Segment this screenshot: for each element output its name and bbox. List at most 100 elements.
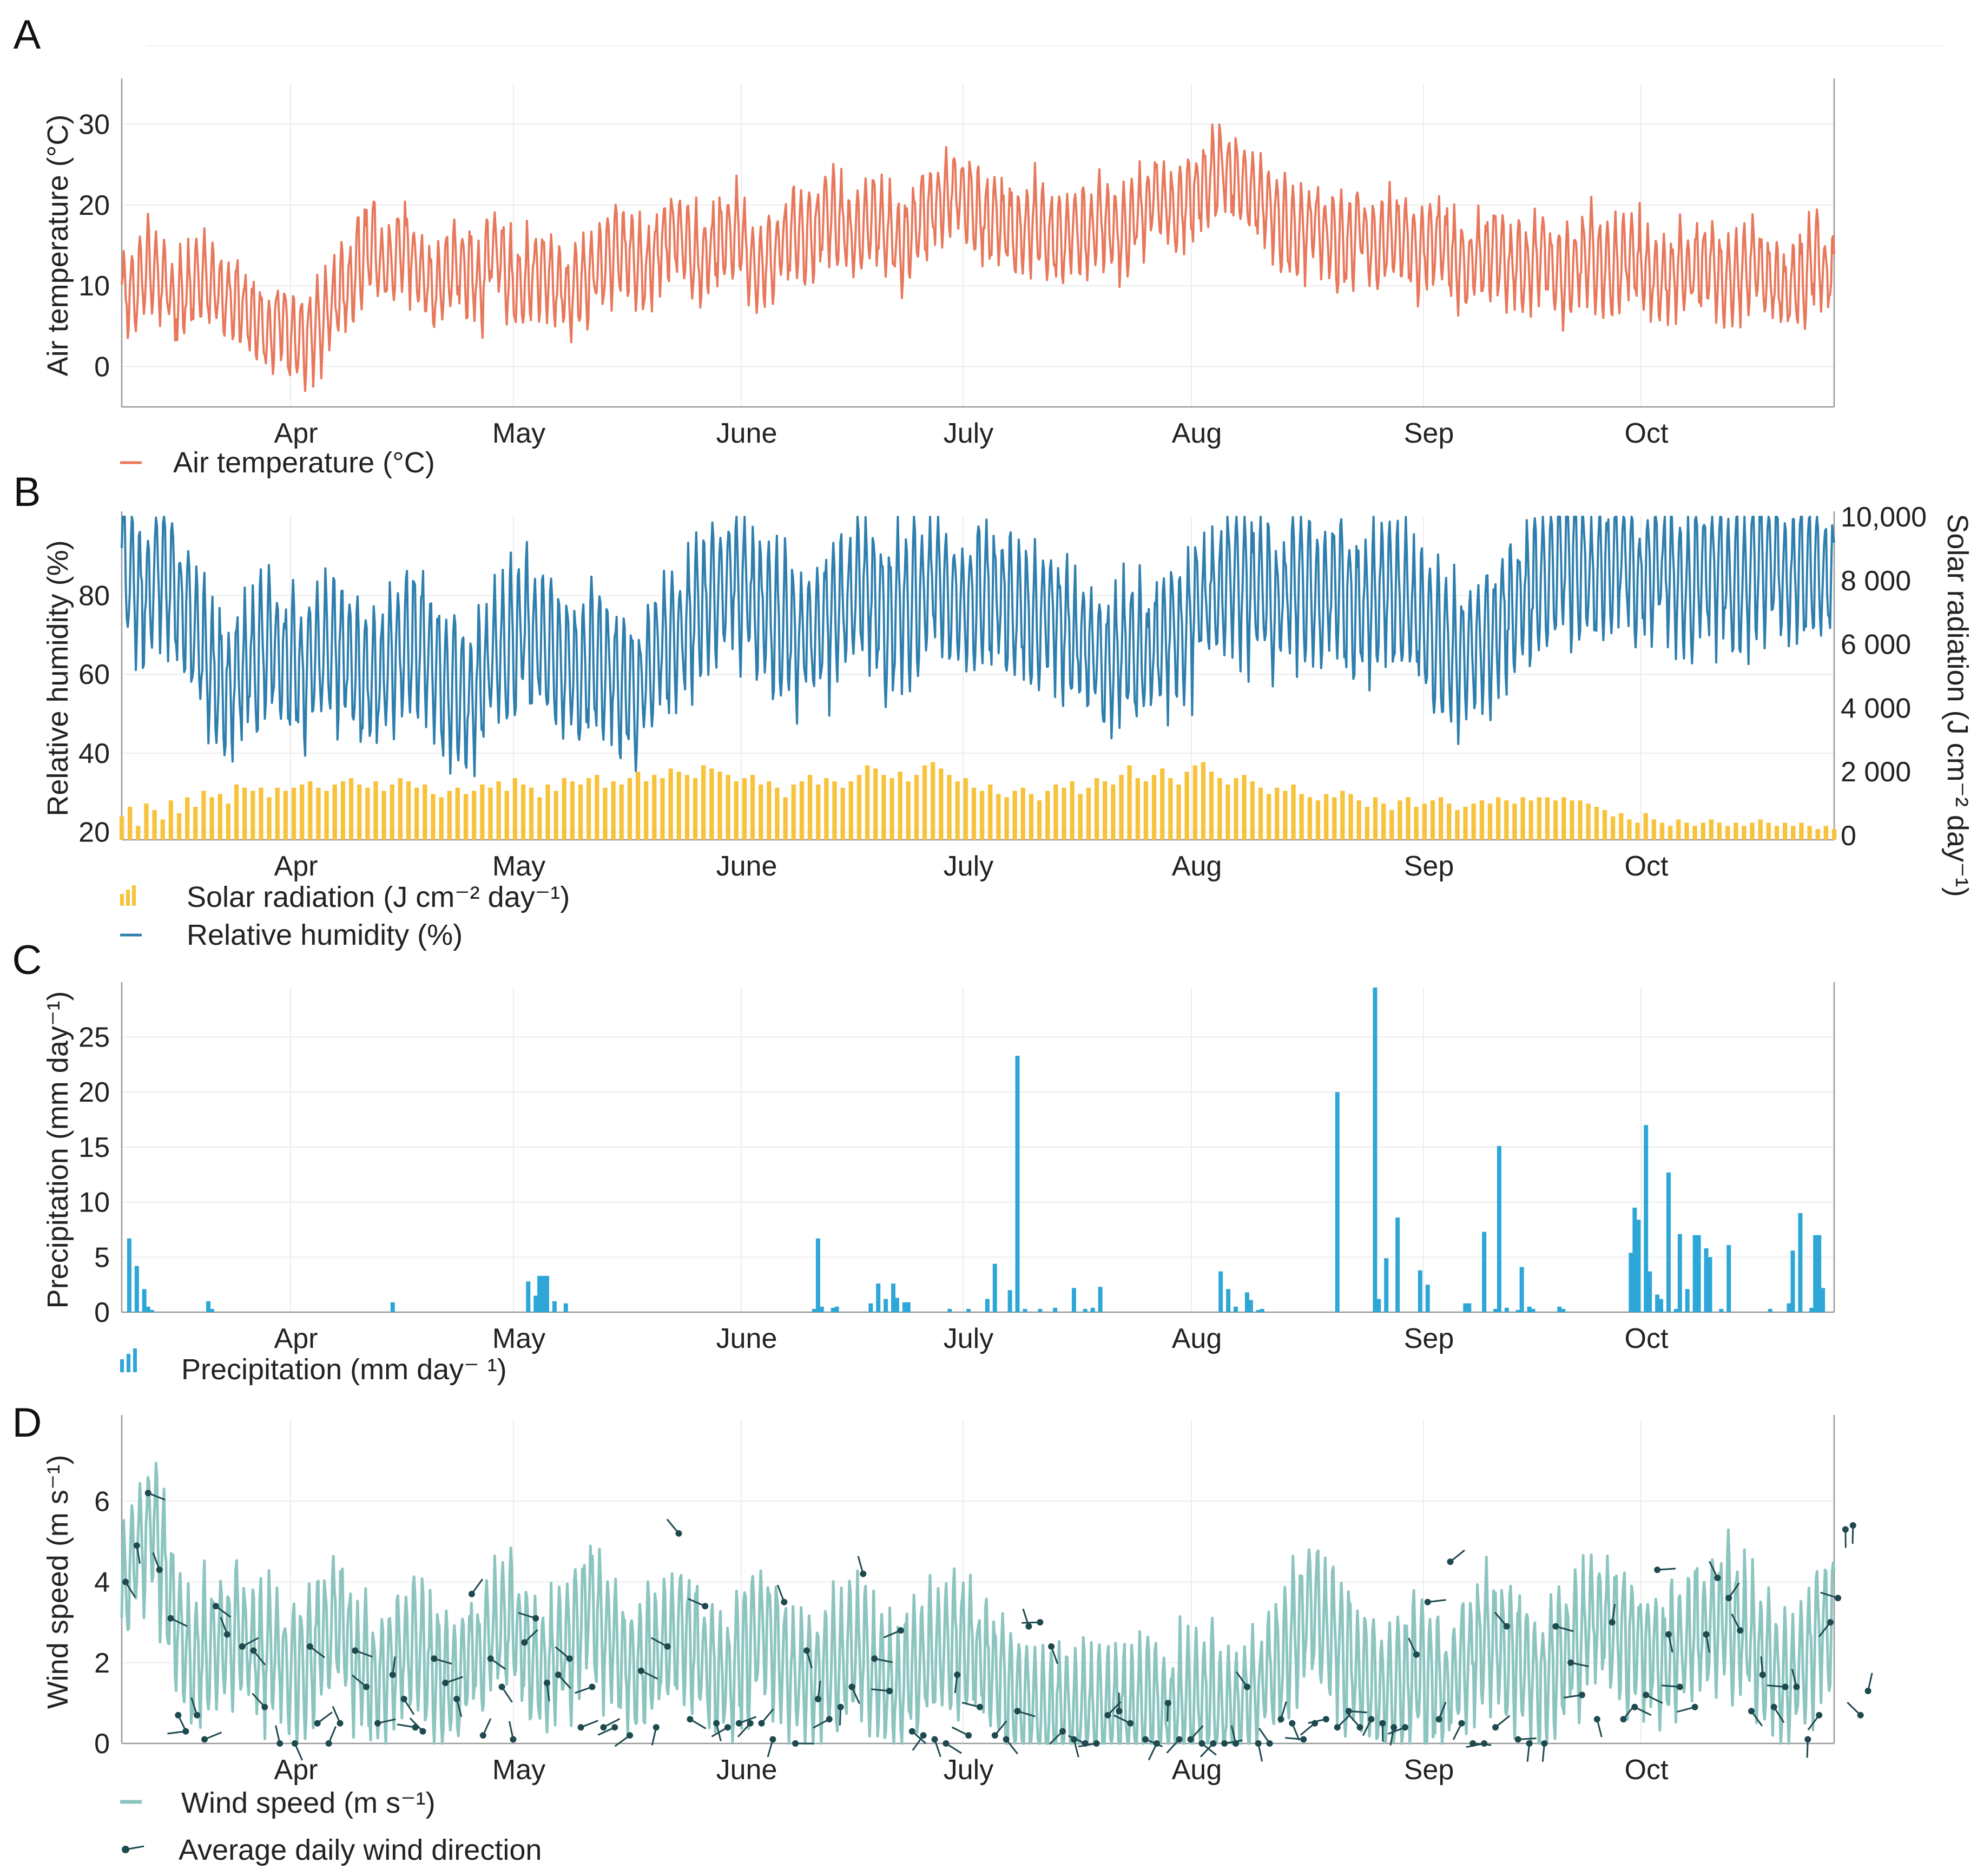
wind-direction-point bbox=[637, 1667, 644, 1674]
x-tick-label: Oct bbox=[1625, 1754, 1669, 1786]
y-tick-label: 30 bbox=[78, 109, 110, 141]
solar-bar bbox=[201, 791, 206, 840]
wind-direction-point bbox=[1198, 1740, 1205, 1747]
x-tick-label: July bbox=[944, 418, 993, 449]
solar-bar bbox=[512, 778, 517, 840]
wind-direction-point bbox=[1827, 1619, 1834, 1626]
wind-direction-point bbox=[1782, 1683, 1789, 1690]
precipitation-bar bbox=[1335, 1092, 1340, 1312]
wind-direction-point bbox=[897, 1627, 904, 1634]
solar-bar bbox=[1447, 804, 1452, 840]
precipitation-bar bbox=[1467, 1303, 1472, 1312]
solar-bar bbox=[1053, 784, 1058, 840]
precipitation-bar bbox=[891, 1283, 895, 1312]
wind-direction-point bbox=[1849, 1522, 1856, 1529]
wind-direction-point bbox=[374, 1720, 381, 1727]
wind-direction-point bbox=[860, 1570, 867, 1577]
solar-bar bbox=[701, 765, 706, 840]
solar-bar bbox=[1332, 797, 1337, 840]
x-tick-label: Oct bbox=[1625, 418, 1669, 449]
wind-direction-point bbox=[1643, 1691, 1650, 1699]
wind-direction-point bbox=[1003, 1736, 1010, 1743]
solar-bar bbox=[1651, 819, 1656, 840]
precipitation-bar bbox=[1260, 1308, 1264, 1312]
wind-direction-point bbox=[1435, 1716, 1442, 1723]
solar-bar bbox=[226, 804, 230, 840]
wind-direction-point bbox=[479, 1732, 486, 1739]
y-tick-label: 0 bbox=[94, 1728, 110, 1760]
solar-bar bbox=[939, 768, 944, 840]
solar-bar bbox=[1217, 778, 1222, 840]
precipitation-bar bbox=[1692, 1235, 1697, 1312]
x-tick-label: Oct bbox=[1625, 851, 1669, 882]
solar-bar bbox=[1831, 829, 1837, 840]
solar-bar bbox=[1602, 809, 1607, 840]
wind-direction-point bbox=[781, 1598, 788, 1605]
wind-direction-point bbox=[1703, 1631, 1710, 1638]
solar-bar bbox=[856, 775, 862, 840]
wind-direction-point bbox=[261, 1703, 268, 1710]
wind-direction-point bbox=[521, 1639, 528, 1646]
precipitation-bar bbox=[209, 1308, 214, 1312]
wind-direction-point bbox=[352, 1647, 359, 1654]
solar-bar bbox=[848, 781, 853, 840]
precipitation-bar bbox=[1719, 1308, 1724, 1312]
precipitation-bar bbox=[1531, 1308, 1536, 1312]
wind-direction-point bbox=[306, 1643, 313, 1650]
wind-direction-point bbox=[908, 1728, 915, 1735]
solar-bar bbox=[300, 784, 305, 840]
solar-bar bbox=[1381, 804, 1386, 840]
solar-bar bbox=[144, 804, 149, 840]
y-right-tick-label: 6 000 bbox=[1841, 629, 1911, 661]
wind-direction-point bbox=[1492, 1724, 1499, 1731]
wind-direction-point bbox=[1322, 1716, 1329, 1723]
x-tick-label: Aug bbox=[1172, 1323, 1222, 1354]
precipitation-bar bbox=[1629, 1253, 1633, 1312]
solar-bar bbox=[1414, 807, 1419, 840]
x-tick-label: Sep bbox=[1404, 1323, 1454, 1354]
y-right-tick-label: 10,000 bbox=[1841, 502, 1927, 533]
solar-bar bbox=[283, 791, 288, 840]
wind-direction-point bbox=[1665, 1631, 1672, 1638]
wind-direction-point bbox=[920, 1732, 927, 1739]
solar-bar bbox=[545, 784, 550, 840]
precipitation-bar bbox=[1821, 1288, 1826, 1312]
wind-direction-point bbox=[1714, 1575, 1721, 1581]
wind-speed-line bbox=[120, 1462, 1836, 1745]
solar-bar bbox=[931, 762, 935, 840]
y-tick-label: 60 bbox=[78, 659, 110, 690]
wind-direction-point bbox=[431, 1655, 438, 1662]
solar-bar bbox=[840, 787, 845, 840]
wind-direction-point bbox=[747, 1720, 754, 1727]
solar-bar bbox=[193, 807, 198, 840]
wind-direction-point bbox=[1334, 1724, 1341, 1731]
wind-direction-point bbox=[792, 1740, 799, 1747]
wind-direction-point bbox=[965, 1732, 972, 1739]
wind-direction-point bbox=[1153, 1740, 1160, 1747]
precipitation-bar bbox=[1090, 1307, 1095, 1312]
wind-direction-point bbox=[1737, 1627, 1744, 1634]
wind-direction-point bbox=[1345, 1708, 1352, 1715]
wind-direction-point bbox=[175, 1712, 182, 1719]
solar-bar bbox=[898, 772, 902, 840]
wind-direction-point bbox=[1266, 1740, 1273, 1747]
solar-bar bbox=[1643, 813, 1648, 840]
solar-bar bbox=[1594, 807, 1599, 840]
precipitation-bar bbox=[1482, 1232, 1487, 1312]
solar-bar bbox=[1070, 781, 1075, 840]
wind-direction-point bbox=[1691, 1703, 1698, 1710]
solar-bar bbox=[832, 781, 837, 840]
y-tick-label: 0 bbox=[94, 351, 110, 383]
solar-bar bbox=[1799, 822, 1804, 840]
solar-bar bbox=[1307, 797, 1312, 840]
precipitation-bar bbox=[1659, 1299, 1663, 1312]
wind-direction-point bbox=[510, 1736, 517, 1743]
solar-bar bbox=[824, 778, 829, 840]
x-tick-label: May bbox=[492, 1323, 545, 1354]
solar-bar bbox=[1791, 826, 1796, 840]
solar-bar bbox=[1291, 784, 1296, 840]
solar-bar bbox=[496, 781, 501, 840]
precipitation-bar bbox=[1696, 1235, 1701, 1312]
solar-bar bbox=[1692, 826, 1697, 840]
x-tick-label: Sep bbox=[1404, 418, 1454, 449]
